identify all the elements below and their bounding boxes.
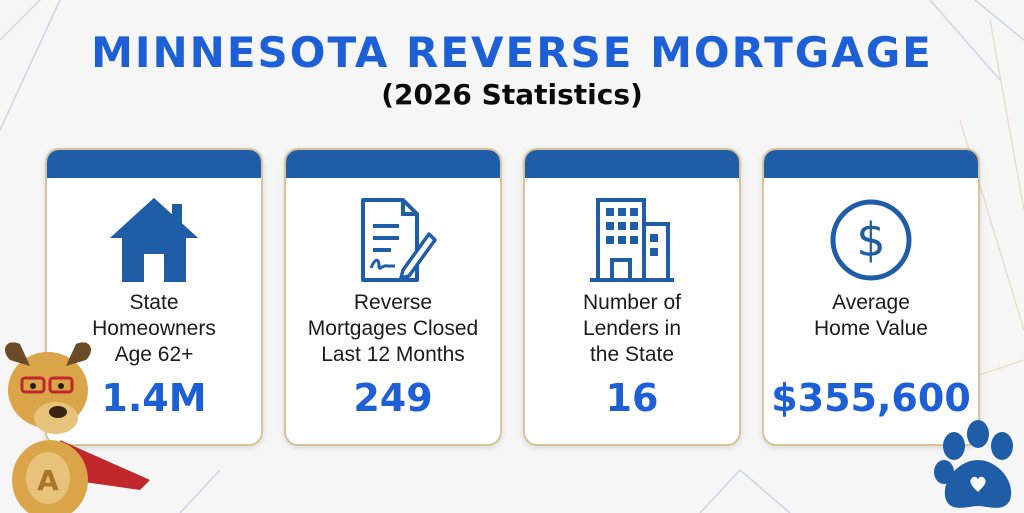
card-value: $355,600 <box>771 376 971 420</box>
svg-text:A: A <box>37 464 59 497</box>
card-value: 1.4M <box>101 376 207 420</box>
card-header-bar <box>764 150 978 178</box>
card-value: 16 <box>605 376 659 420</box>
house-icon <box>110 198 198 282</box>
office-building-icon <box>590 198 674 282</box>
card-label: State Homeowners Age 62+ <box>92 291 216 366</box>
stat-card-lenders: Number of Lenders in the State 16 <box>523 148 741 446</box>
svg-text:$: $ <box>856 213 885 267</box>
mascot-dog-illustration: A <box>5 342 150 513</box>
card-label: Average Home Value <box>813 291 928 340</box>
paw-print-icon <box>934 420 1013 508</box>
stat-card-mortgages-closed: Reverse Mortgages Closed Last 12 Months … <box>284 148 502 446</box>
card-label: Reverse Mortgages Closed Last 12 Months <box>307 291 479 366</box>
stat-card-home-value: $ Average Home Value $355,600 <box>762 148 980 446</box>
page-title: MINNESOTA REVERSE MORTGAGE <box>91 28 933 77</box>
card-header-bar <box>525 150 739 178</box>
card-label: Number of Lenders in the State <box>582 291 682 366</box>
signed-document-icon <box>361 198 437 282</box>
card-header-bar <box>47 150 261 178</box>
dollar-circle-icon: $ <box>830 199 912 281</box>
page-subtitle: (2026 Statistics) <box>381 78 643 111</box>
card-header-bar <box>286 150 500 178</box>
card-value: 249 <box>353 376 433 420</box>
